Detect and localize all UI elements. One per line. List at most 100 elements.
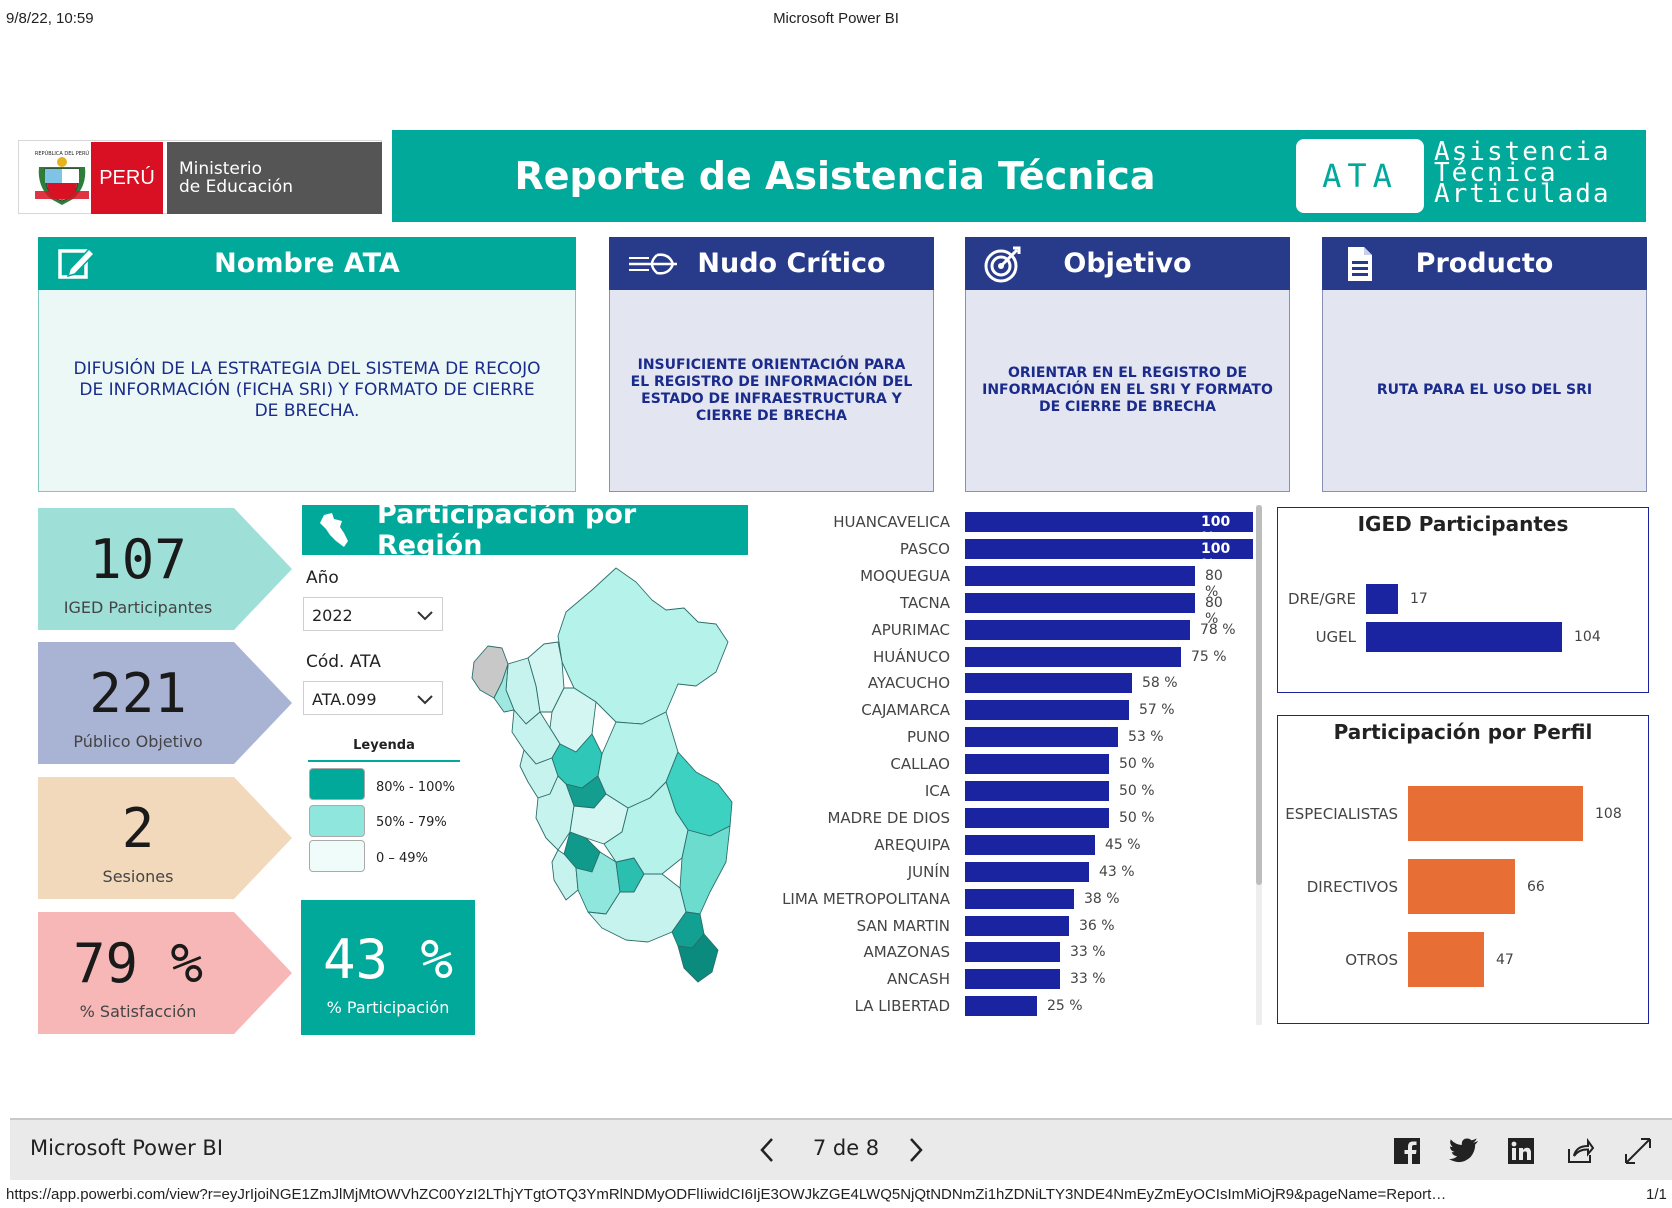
ministry-line-1: Ministerio [179, 159, 262, 179]
legend-swatch-mid [309, 805, 365, 837]
region-bar-value: 36 % [1079, 917, 1115, 934]
report-header: Reporte de Asistencia Técnica ATA Asiste… [392, 130, 1646, 222]
footer-brand: Microsoft Power BI [30, 1136, 224, 1160]
kpi-publico-objetivo: 221 Público Objetivo [38, 642, 292, 764]
region-bar-value: 80 % [1205, 594, 1223, 627]
card-producto: Producto RUTA PARA EL USO DEL SRI [1322, 237, 1647, 492]
kpi-arrow-shape [38, 777, 292, 899]
bar-value: 17 [1410, 591, 1428, 607]
region-bar-value: 45 % [1105, 836, 1141, 853]
region-bar[interactable] [965, 781, 1109, 801]
region-bar[interactable] [965, 646, 1181, 667]
region-bar-value: 78 % [1200, 621, 1236, 638]
region-bar[interactable] [965, 619, 1190, 640]
print-url: https://app.powerbi.com/view?r=eyJrIjoiN… [6, 1186, 1447, 1203]
kpi-value: 107 [89, 528, 187, 591]
region-bar[interactable] [965, 565, 1195, 586]
minedu-logo: REPÚBLICA DEL PERÚ PERÚ Ministerio de Ed… [18, 140, 382, 214]
region-bar-label: CAJAMARCA [861, 701, 950, 720]
region-bar[interactable] [965, 807, 1109, 828]
card-objetivo-header: Objetivo [965, 237, 1290, 290]
region-bar-value: 57 % [1139, 702, 1175, 719]
map-region-arequipa [587, 873, 687, 943]
region-bar[interactable] [965, 969, 1060, 990]
page-indicator: 7 de 8 [812, 1136, 880, 1160]
region-bar[interactable] [965, 834, 1095, 855]
region-bar[interactable] [965, 915, 1069, 936]
target-icon [984, 246, 1021, 283]
card-nombre-ata: Nombre ATA DIFUSIÓN DE LA ESTRATEGIA DEL… [38, 237, 576, 492]
bar-value: 66 [1527, 878, 1545, 895]
region-bar-label: AYACUCHO [867, 674, 950, 693]
card-nombre-ata-header: Nombre ATA [38, 237, 576, 290]
region-bar[interactable] [965, 888, 1074, 909]
peru-region-map[interactable] [466, 562, 781, 1012]
map-region-puno [679, 825, 731, 915]
card-text: INSUFICIENTE ORIENTACIÓN PARA EL REGISTR… [609, 290, 934, 492]
bar[interactable] [1408, 932, 1484, 987]
region-bar[interactable] [965, 754, 1109, 775]
region-bar-label: PUNO [906, 728, 950, 747]
bar-value: 108 [1595, 805, 1622, 822]
fullscreen-icon[interactable] [1624, 1137, 1652, 1165]
region-bar-label: SAN MARTIN [856, 916, 950, 935]
share-icon[interactable] [1566, 1137, 1594, 1165]
legend-swatch-low [309, 840, 365, 872]
region-bar-value: 38 % [1084, 890, 1120, 907]
print-datetime: 9/8/22, 10:59 [6, 10, 94, 27]
kpi-value: 79 % [72, 932, 204, 995]
code-slicer-label: Cód. ATA [306, 652, 381, 672]
legend-divider [308, 760, 460, 762]
knot-icon [629, 253, 677, 275]
region-bar[interactable] [965, 996, 1037, 1017]
code-dropdown[interactable]: ATA.099 [303, 681, 443, 715]
region-bar-value: 25 % [1047, 998, 1083, 1015]
card-producto-header: Producto [1322, 237, 1647, 290]
region-chart-scrollbar-thumb[interactable] [1256, 505, 1262, 885]
region-bar-value: 58 % [1142, 675, 1178, 692]
ata-full-line-2: Técnica [1434, 158, 1558, 188]
legend-label: 80% - 100% [376, 780, 456, 795]
ministry-line-2: de Educación [179, 177, 293, 197]
bar[interactable] [1366, 622, 1562, 652]
region-bar[interactable] [965, 727, 1118, 748]
year-dropdown[interactable]: 2022 [303, 597, 443, 631]
region-bar[interactable] [965, 861, 1089, 882]
region-bar[interactable] [965, 700, 1129, 721]
linkedin-icon[interactable] [1507, 1137, 1535, 1165]
kpi-label: IGED Participantes [63, 598, 213, 617]
card-objetivo: Objetivo ORIENTAR EN EL REGISTRO DE INFO… [965, 237, 1290, 492]
bar-category-label: DRE/GRE [1287, 590, 1356, 608]
kpi-value: 221 [89, 662, 187, 725]
card-text: DIFUSIÓN DE LA ESTRATEGIA DEL SISTEMA DE… [38, 290, 576, 492]
chevron-down-icon [417, 611, 433, 621]
card-nudo-critico: Nudo Crítico INSUFICIENTE ORIENTACIÓN PA… [609, 237, 934, 492]
chevron-right-icon[interactable] [903, 1136, 927, 1164]
twitter-icon[interactable] [1449, 1138, 1479, 1164]
kpi-label: Sesiones [102, 867, 174, 886]
region-bar[interactable] [965, 538, 1253, 559]
bar[interactable] [1408, 859, 1515, 914]
region-bar-label: MOQUEGUA [860, 566, 950, 585]
iged-bars: DRE/GRE 17 UGEL 104 [1278, 508, 1650, 694]
year-slicer-label: Año [306, 568, 339, 588]
participacion-kpi: 43 % % Participación [301, 900, 475, 1035]
region-bar[interactable] [965, 942, 1060, 963]
region-bar[interactable] [965, 673, 1132, 694]
participacion-perfil-chart: Participación por Perfil ESPECIALISTAS 10… [1277, 715, 1649, 1024]
region-chart-scrollbar-track[interactable] [1256, 505, 1262, 1025]
region-bar-label: MADRE DE DIOS [827, 808, 950, 827]
bar[interactable] [1408, 786, 1583, 841]
powerbi-footer: Microsoft Power BI 7 de 8 [10, 1118, 1672, 1180]
bar[interactable] [1366, 584, 1398, 614]
region-bar[interactable] [965, 512, 1253, 532]
bar-value: 104 [1574, 629, 1601, 645]
card-text: RUTA PARA EL USO DEL SRI [1322, 290, 1647, 492]
legend-swatch-high [309, 768, 365, 800]
region-bar-value: 43 % [1099, 863, 1135, 880]
chevron-left-icon[interactable] [756, 1136, 780, 1164]
participacion-value: 43 % [322, 928, 454, 991]
facebook-icon[interactable] [1393, 1137, 1421, 1165]
region-bar[interactable] [965, 592, 1195, 613]
